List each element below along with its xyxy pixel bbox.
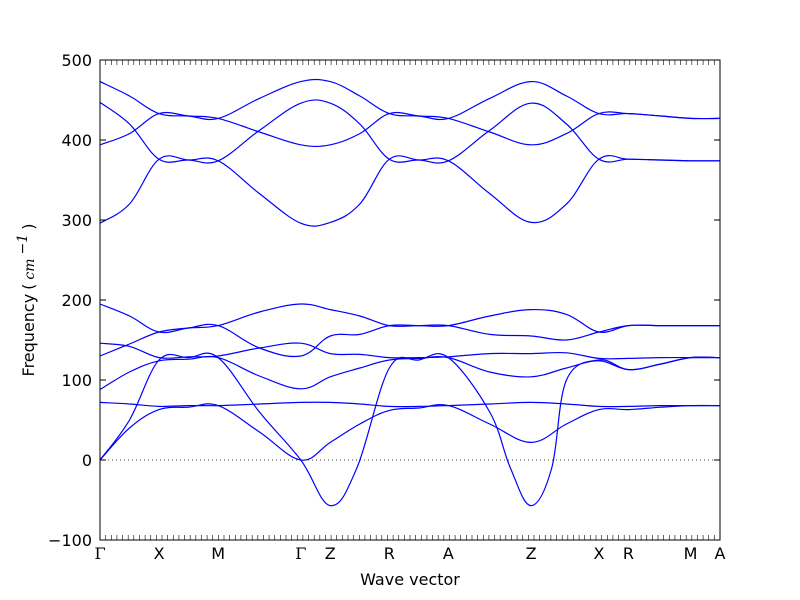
y-tick-label: 400 — [61, 131, 92, 150]
symmetry-point-label: M — [211, 544, 225, 563]
svg-text:Frequency ( cm: Frequency ( cm −1 ) — [14, 224, 38, 377]
y-axis-unit-exponent: −1 — [15, 234, 31, 255]
symmetry-point-label: M — [684, 544, 698, 563]
symmetry-point-label: Γ — [94, 544, 105, 563]
y-tick-label: 300 — [61, 211, 92, 230]
phonon-branch-4 — [99, 155, 721, 227]
y-axis-label-paren-close: ) — [19, 224, 38, 230]
y-tick-label: −100 — [48, 531, 92, 550]
y-tick-label: 100 — [61, 371, 92, 390]
y-axis-label-paren-open: ( — [19, 284, 38, 290]
y-axis-unit: cm — [22, 258, 38, 279]
y-axis: −100 0 100 200 300 400 500 — [48, 51, 720, 550]
symmetry-point-label: Z — [325, 544, 336, 563]
symmetry-point-label: R — [384, 544, 395, 563]
symmetry-point-label: A — [715, 544, 726, 563]
x-axis-label: Wave vector — [360, 570, 460, 589]
phonon-branch-3 — [99, 111, 721, 148]
y-tick-label: 0 — [82, 451, 92, 470]
phonon-branch-10 — [99, 403, 721, 461]
phonon-branch-9 — [99, 401, 720, 408]
symmetry-point-label: X — [593, 544, 604, 563]
y-axis-label-group: Frequency ( cm −1 ) — [14, 224, 38, 377]
y-tick-label: 500 — [61, 51, 92, 70]
y-axis-label: Frequency — [19, 294, 38, 377]
symmetry-point-label: Z — [526, 544, 537, 563]
series-layer — [99, 78, 721, 507]
symmetry-point-label: R — [623, 544, 634, 563]
symmetry-point-label: A — [443, 544, 454, 563]
phonon-branch-7 — [99, 323, 720, 358]
symmetry-point-label: X — [154, 544, 165, 563]
phonon-branch-11 — [99, 352, 721, 507]
y-tick-label: 200 — [61, 291, 92, 310]
symmetry-point-label: Γ — [295, 544, 306, 563]
